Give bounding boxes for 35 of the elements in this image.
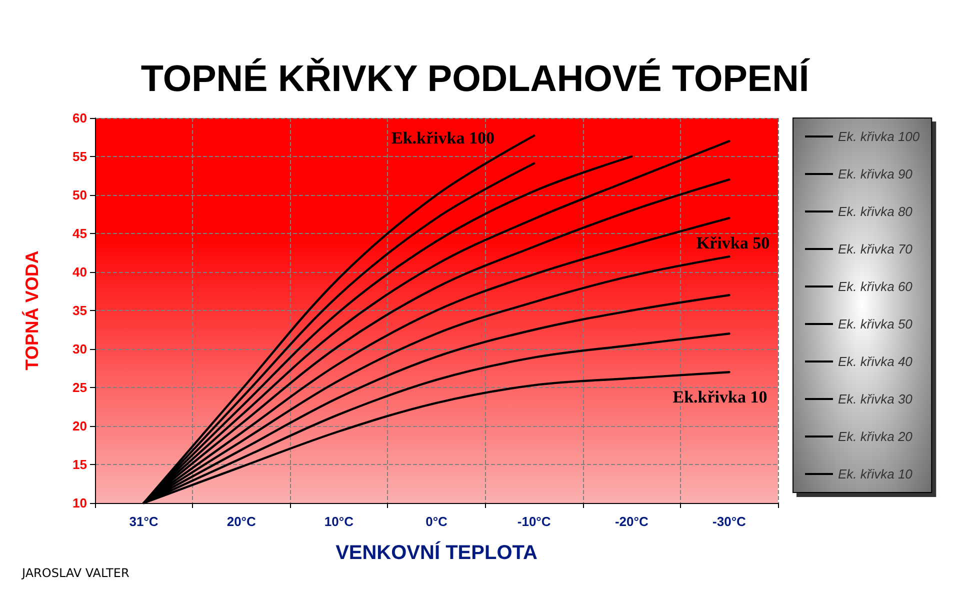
annotation: Ek.křivka 100 bbox=[392, 128, 494, 148]
y-axis-title: TOPNÁ VODA bbox=[22, 250, 42, 370]
y-tick-label: 15 bbox=[72, 457, 87, 472]
x-tick-label: -20°C bbox=[614, 514, 649, 529]
x-tick-label: 20°C bbox=[226, 514, 256, 529]
legend-label: Ek. křivka 10 bbox=[838, 466, 914, 482]
text: JAROSLAV VALTER bbox=[21, 566, 130, 580]
y-tick-label: 40 bbox=[72, 264, 87, 280]
annotation: Ek.křivka 10 bbox=[672, 388, 768, 406]
legend-label: Ek. křivka 80 bbox=[838, 204, 914, 219]
x-tick-label: -10°C bbox=[517, 514, 552, 529]
chart-title: TOPNÉ KŘIVKY PODLAHOVÉ TOPENÍ bbox=[140, 57, 811, 99]
y-tick-label: 20 bbox=[72, 418, 87, 434]
y-tick-label: 50 bbox=[72, 188, 87, 202]
x-tick-label: 31°C bbox=[129, 514, 159, 529]
y-tick-label: 10 bbox=[72, 496, 87, 510]
x-tick-label: 0°C bbox=[426, 514, 448, 529]
legend-label: Ek. křivka 50 bbox=[838, 316, 914, 332]
annotation: Křivka 50 bbox=[696, 234, 770, 252]
y-tick-label: 30 bbox=[72, 342, 87, 356]
legend-label: Ek. křivka 30 bbox=[838, 392, 914, 406]
legend-label: Ek. křivka 90 bbox=[838, 166, 914, 182]
y-tick-label: 35 bbox=[72, 303, 87, 318]
legend-label: Ek. křivka 20 bbox=[838, 429, 914, 444]
x-tick-label: 10°C bbox=[324, 514, 354, 529]
y-tick-label: 55 bbox=[72, 149, 87, 164]
y-tick-label: 45 bbox=[72, 226, 87, 241]
x-axis-title: VENKOVNÍ TEPLOTA bbox=[336, 541, 538, 564]
legend-label: Ek. křivka 40 bbox=[838, 354, 914, 369]
legend-label: Ek. křivka 70 bbox=[838, 242, 914, 256]
y-tick-label: 60 bbox=[72, 110, 87, 126]
legend-label: Ek. křivka 60 bbox=[838, 279, 914, 294]
y-tick-label: 25 bbox=[72, 380, 87, 395]
legend-label: Ek. křivka 100 bbox=[838, 129, 920, 144]
x-tick-label: -30°C bbox=[712, 514, 747, 529]
